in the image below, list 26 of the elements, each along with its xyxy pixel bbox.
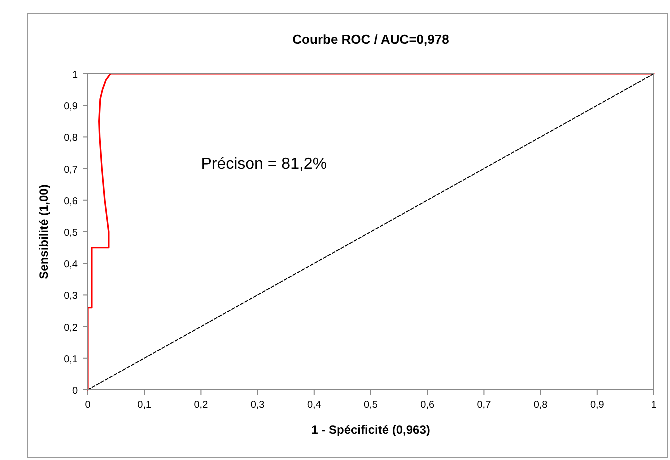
y-tick-label: 0,6 <box>64 196 78 208</box>
y-tick-label: 0,5 <box>64 228 78 239</box>
x-tick-label: 1 <box>651 400 658 411</box>
y-tick-label: 0,9 <box>64 102 78 113</box>
x-tick-label: 0,6 <box>420 400 435 411</box>
x-tick-label: 0,9 <box>590 400 605 411</box>
y-tick-label: 1 <box>72 70 78 81</box>
y-tick-label: 0,4 <box>64 260 78 271</box>
x-tick-label: 0 <box>85 400 92 411</box>
x-tick-label: 0,8 <box>534 400 548 411</box>
y-axis-title: Sensibilité (1,00) <box>37 184 51 280</box>
x-tick-label: 0,1 <box>138 400 152 411</box>
x-tick-label: 0,5 <box>364 400 378 411</box>
y-tick-label: 0,1 <box>64 354 78 366</box>
annotation: Précison = 81,2% <box>201 156 328 173</box>
x-tick-label: 0,3 <box>250 400 266 411</box>
x-axis-title: 1 - Spécificité (0,963) <box>312 423 430 437</box>
x-tick-label: 0,7 <box>477 400 492 411</box>
y-tick-label: 0,8 <box>64 133 78 144</box>
y-tick-label: 0,7 <box>64 164 78 176</box>
y-tick-label: 0,3 <box>64 291 78 302</box>
y-tick-label: 0 <box>72 386 78 397</box>
chart-title: Courbe ROC / AUC=0,978 <box>292 32 450 47</box>
x-tick-label: 0,2 <box>194 400 209 411</box>
x-tick-label: 0,4 <box>307 400 322 411</box>
y-tick-label: 0,2 <box>64 322 78 334</box>
